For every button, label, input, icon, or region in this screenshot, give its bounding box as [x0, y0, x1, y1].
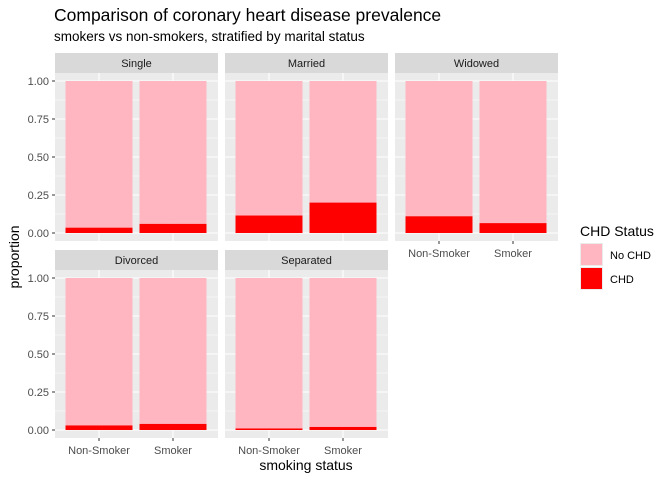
chart-subtitle: smokers vs non-smokers, stratified by ma… — [54, 29, 365, 44]
bar-chd-smoker — [479, 223, 547, 233]
y-tick-label: 1.00 — [28, 273, 49, 285]
facet-strip-label: Single — [121, 58, 152, 70]
bar-no-chd-smoker — [139, 81, 207, 224]
bar-no-chd-non-smoker — [235, 81, 303, 216]
x-tick-label: Non-Smoker — [68, 445, 130, 457]
facet-strip-label: Married — [288, 58, 325, 70]
y-tick-label: 0.25 — [28, 190, 49, 202]
y-tick-label: 0.25 — [28, 387, 49, 399]
bar-chd-non-smoker — [235, 428, 303, 430]
facet-panel-divorced: Divorced 0.00 0.25 0.50 0.75 1.00 Non-Smoker Sm… — [28, 250, 218, 457]
bar-no-chd-non-smoker — [65, 81, 133, 228]
facet-strip-label: Divorced — [115, 255, 158, 267]
bar-chd-non-smoker — [405, 216, 473, 233]
facet-panel-married: Married — [225, 53, 388, 241]
x-tick-label: Non-Smoker — [238, 445, 300, 457]
facet-strip-label: Widowed — [454, 58, 499, 70]
bar-no-chd-non-smoker — [65, 278, 133, 426]
bar-chd-smoker — [139, 423, 207, 430]
x-axis-title: smoking status — [259, 457, 352, 473]
bar-no-chd-smoker — [309, 278, 377, 427]
facet-strip-label: Separated — [281, 255, 332, 267]
y-tick-label: 0.00 — [28, 228, 49, 240]
facet-panel-single: Single 0.00 0.25 0.50 0.75 1.00 — [28, 53, 218, 241]
bar-no-chd-smoker — [479, 81, 547, 224]
chart-title: Comparison of coronary heart disease pre… — [54, 5, 441, 25]
bar-no-chd-non-smoker — [235, 278, 303, 429]
legend-title: CHD Status — [580, 223, 654, 239]
x-tick-label: Smoker — [494, 248, 532, 260]
legend-label: No CHD — [610, 250, 651, 262]
bar-chd-smoker — [139, 223, 207, 233]
facet-strip — [55, 250, 218, 270]
y-axis-title: proportion — [6, 225, 22, 288]
y-tick-label: 0.75 — [28, 114, 49, 126]
facet-panel-widowed: Widowed Non-Smoker Smoker — [395, 53, 558, 260]
legend: CHD Status No CHD CHD — [580, 223, 654, 290]
legend-swatch-no-chd — [581, 244, 602, 265]
legend-label: CHD — [610, 274, 634, 286]
bar-chd-smoker — [309, 426, 377, 430]
facet-strip — [225, 250, 388, 270]
y-tick-label: 0.75 — [28, 311, 49, 323]
facet-strip — [395, 53, 558, 73]
legend-swatch-chd — [581, 268, 602, 289]
y-tick-label: 0.00 — [28, 425, 49, 437]
facet-panel-separated: Separated Non-Smoker Smoker — [225, 250, 388, 457]
bar-chd-smoker — [309, 202, 377, 233]
bar-chd-non-smoker — [235, 215, 303, 233]
y-tick-label: 0.50 — [28, 152, 49, 164]
y-tick-label: 1.00 — [28, 76, 49, 88]
y-tick-label: 0.50 — [28, 349, 49, 361]
bar-chd-non-smoker — [65, 425, 133, 430]
facet-panels: Single 0.00 0.25 0.50 0.75 1.00 Married Widowed… — [28, 53, 558, 457]
facet-strip — [225, 53, 388, 73]
bar-no-chd-smoker — [139, 278, 207, 424]
bar-no-chd-non-smoker — [405, 81, 473, 217]
x-tick-label: Non-Smoker — [408, 248, 470, 260]
bar-no-chd-smoker — [309, 81, 377, 203]
bar-chd-non-smoker — [65, 227, 133, 233]
x-tick-label: Smoker — [154, 445, 192, 457]
facet-strip — [55, 53, 218, 73]
x-tick-label: Smoker — [324, 445, 362, 457]
